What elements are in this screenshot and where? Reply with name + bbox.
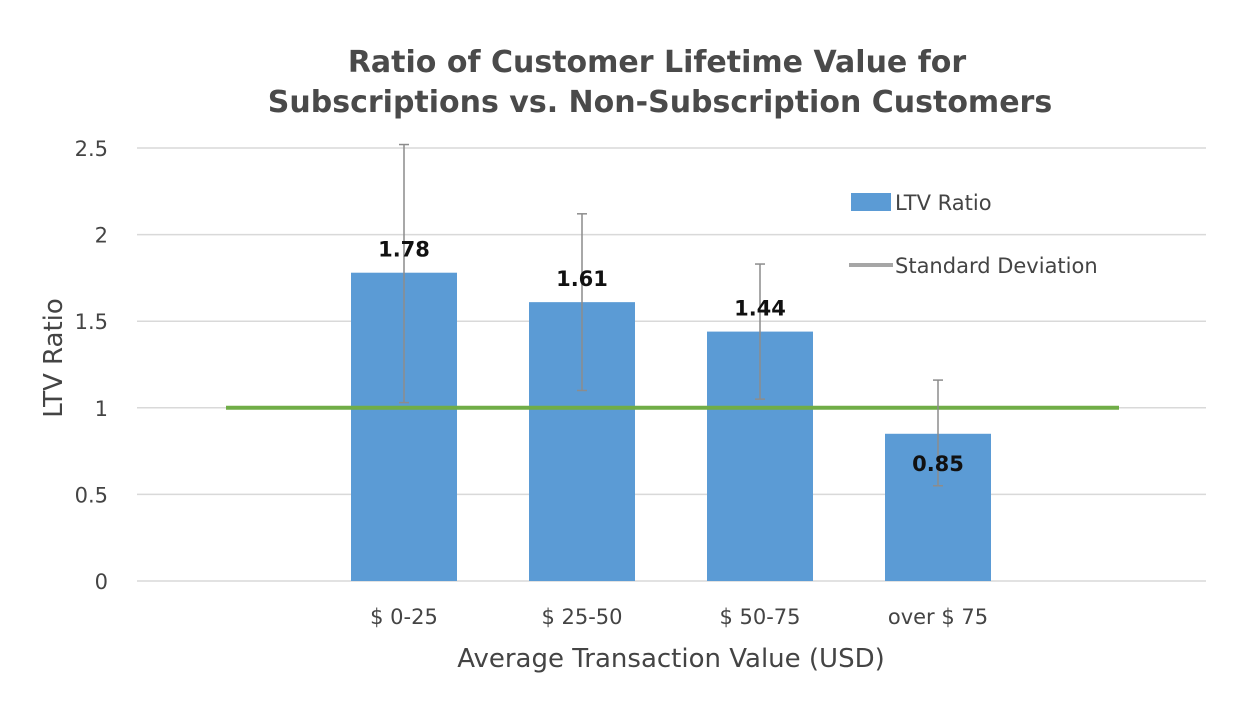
data-label-0: 1.78 (378, 238, 430, 262)
chart-title-line-2: Subscriptions vs. Non-Subscription Custo… (268, 85, 1052, 120)
chart-title: Ratio of Customer Lifetime Value for Sub… (268, 45, 1052, 120)
gridlines (137, 147, 1206, 582)
legend-label-ltv-ratio: LTV Ratio (895, 191, 992, 215)
y-tick-label-2: 1 (95, 397, 108, 421)
y-tick-label-4: 2 (95, 224, 108, 248)
y-tick-label-3: 1.5 (75, 310, 108, 334)
y-tick-label-1: 0.5 (75, 483, 108, 507)
chart-title-line-1: Ratio of Customer Lifetime Value for (348, 45, 967, 80)
x-axis-tick-labels: $ 0-25 $ 25-50 $ 50-75 over $ 75 (370, 605, 988, 629)
legend-label-standard-deviation: Standard Deviation (895, 254, 1098, 278)
legend: LTV Ratio Standard Deviation (849, 191, 1098, 278)
x-tick-label-1: $ 25-50 (541, 605, 622, 629)
data-labels: 1.78 1.61 1.44 0.85 (378, 238, 964, 476)
y-axis-title: LTV Ratio (39, 298, 69, 418)
data-label-3: 0.85 (912, 452, 964, 476)
legend-swatch-ltv-ratio (851, 193, 891, 211)
error-bars (399, 143, 943, 487)
x-tick-label-3: over $ 75 (888, 605, 988, 629)
x-axis-title: Average Transaction Value (USD) (457, 644, 885, 674)
y-tick-label-5: 2.5 (75, 137, 108, 161)
x-tick-label-0: $ 0-25 (370, 605, 438, 629)
y-tick-label-0: 0 (95, 570, 108, 594)
x-tick-label-2: $ 50-75 (719, 605, 800, 629)
y-axis-tick-labels: 0 0.5 1 1.5 2 2.5 (75, 137, 108, 594)
data-label-2: 1.44 (734, 297, 786, 321)
data-label-1: 1.61 (556, 267, 608, 291)
bars (351, 272, 991, 581)
